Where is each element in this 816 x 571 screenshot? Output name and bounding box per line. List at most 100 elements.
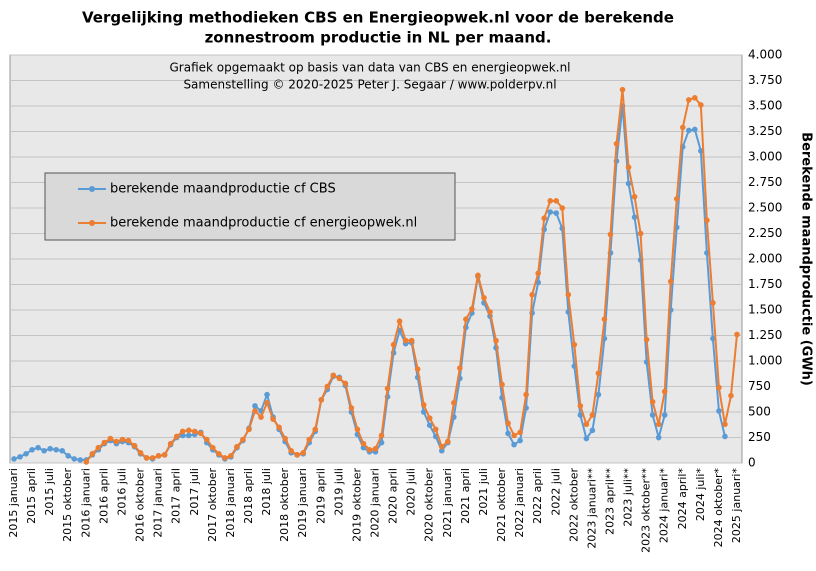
data-point bbox=[667, 278, 674, 285]
data-point bbox=[222, 455, 228, 461]
data-point bbox=[228, 453, 234, 459]
legend-marker bbox=[89, 186, 95, 192]
y-tick-label: 2.250 bbox=[748, 226, 782, 240]
data-point bbox=[643, 336, 650, 343]
data-point bbox=[306, 436, 313, 443]
x-tick-label: 2015 oktober bbox=[61, 468, 74, 542]
y-tick-label: 1.000 bbox=[748, 354, 782, 368]
data-point bbox=[655, 421, 662, 428]
data-point bbox=[11, 456, 17, 462]
x-tick-label: 2024 januari* bbox=[658, 468, 671, 544]
x-tick-label: 2017 oktober bbox=[206, 468, 219, 542]
data-point bbox=[607, 231, 614, 238]
data-point bbox=[692, 95, 698, 101]
y-tick-label: 1.250 bbox=[748, 328, 782, 342]
data-point bbox=[119, 436, 126, 443]
data-point bbox=[288, 447, 294, 454]
data-point bbox=[716, 384, 722, 391]
x-tick-label: 2021 januari bbox=[441, 468, 454, 538]
x-tick-label: 2018 januari bbox=[224, 468, 237, 538]
data-point bbox=[571, 341, 578, 348]
legend-label: berekende maandproductie cf CBS bbox=[110, 182, 336, 197]
data-point bbox=[553, 210, 560, 216]
data-point bbox=[595, 391, 602, 398]
data-point bbox=[523, 391, 529, 398]
x-tick-label: 2020 oktober bbox=[423, 468, 436, 542]
data-point bbox=[649, 399, 656, 405]
data-point bbox=[185, 432, 192, 439]
x-tick-label: 2024 april* bbox=[676, 468, 689, 530]
y-tick-label: 250 bbox=[748, 430, 771, 444]
legend-marker bbox=[89, 220, 95, 226]
data-point bbox=[294, 452, 300, 458]
data-point bbox=[354, 426, 361, 433]
data-point bbox=[264, 400, 270, 406]
data-point bbox=[535, 270, 541, 277]
data-point bbox=[517, 437, 523, 444]
data-point bbox=[264, 391, 270, 398]
data-point bbox=[161, 452, 168, 458]
y-tick-label: 4.000 bbox=[748, 48, 782, 62]
x-tick-label: 2024 juli* bbox=[694, 468, 707, 522]
data-point bbox=[83, 459, 90, 465]
data-point bbox=[149, 455, 156, 461]
legend-box bbox=[44, 172, 456, 241]
x-tick-label: 2022 oktober bbox=[567, 468, 580, 542]
x-tick-label: 2025 januari* bbox=[730, 468, 743, 544]
data-point bbox=[173, 433, 180, 440]
data-point bbox=[372, 445, 379, 452]
data-point bbox=[210, 444, 216, 451]
data-point bbox=[661, 388, 668, 395]
data-point bbox=[547, 198, 554, 204]
data-point bbox=[661, 412, 668, 418]
x-tick-label: 2016 april bbox=[97, 468, 110, 524]
data-point bbox=[499, 381, 505, 388]
legend: berekende maandproductie cf CBS berekende… bbox=[44, 172, 456, 241]
data-point bbox=[378, 432, 385, 439]
data-point bbox=[619, 86, 626, 93]
data-point bbox=[432, 426, 439, 433]
y-tick-label: 3.500 bbox=[748, 99, 782, 113]
data-point bbox=[167, 440, 174, 447]
x-tick-label: 2023 april** bbox=[603, 468, 616, 535]
data-point bbox=[348, 405, 355, 411]
y-tick-label: 1.750 bbox=[748, 277, 782, 291]
x-tick-label: 2018 oktober bbox=[278, 468, 291, 542]
data-point bbox=[577, 412, 584, 418]
x-tick-label: 2017 april bbox=[170, 468, 183, 524]
data-point bbox=[35, 444, 41, 451]
data-point bbox=[342, 380, 349, 387]
y-tick-label: 1.500 bbox=[748, 303, 782, 317]
data-point bbox=[179, 432, 186, 439]
x-tick-label: 2021 juli bbox=[477, 468, 490, 516]
data-point bbox=[53, 446, 59, 453]
data-point bbox=[631, 193, 638, 200]
y-tick-label: 0 bbox=[748, 456, 756, 470]
y-tick-label: 500 bbox=[748, 405, 771, 419]
data-point bbox=[631, 214, 638, 220]
x-tick-label: 2023 januari** bbox=[585, 468, 598, 549]
data-point bbox=[396, 318, 403, 325]
data-point bbox=[420, 402, 427, 408]
data-point bbox=[155, 453, 162, 459]
data-point bbox=[547, 209, 554, 215]
data-point bbox=[589, 427, 596, 434]
data-point bbox=[137, 450, 144, 456]
data-point bbox=[728, 392, 734, 399]
y-tick-label: 3.750 bbox=[748, 73, 782, 87]
data-point bbox=[734, 331, 740, 338]
data-point bbox=[553, 198, 560, 204]
data-point bbox=[282, 435, 288, 442]
data-point bbox=[475, 272, 481, 279]
data-point bbox=[71, 456, 78, 462]
data-point bbox=[179, 428, 186, 435]
data-point bbox=[445, 438, 451, 445]
x-tick-label: 2016 juli bbox=[115, 468, 128, 516]
data-point bbox=[234, 443, 240, 450]
x-tick-label: 2022 januari bbox=[513, 468, 526, 538]
x-tick-label: 2023 juli** bbox=[622, 468, 635, 527]
data-point bbox=[402, 337, 409, 344]
x-tick-label: 2022 april bbox=[531, 468, 544, 524]
data-point bbox=[276, 424, 282, 431]
